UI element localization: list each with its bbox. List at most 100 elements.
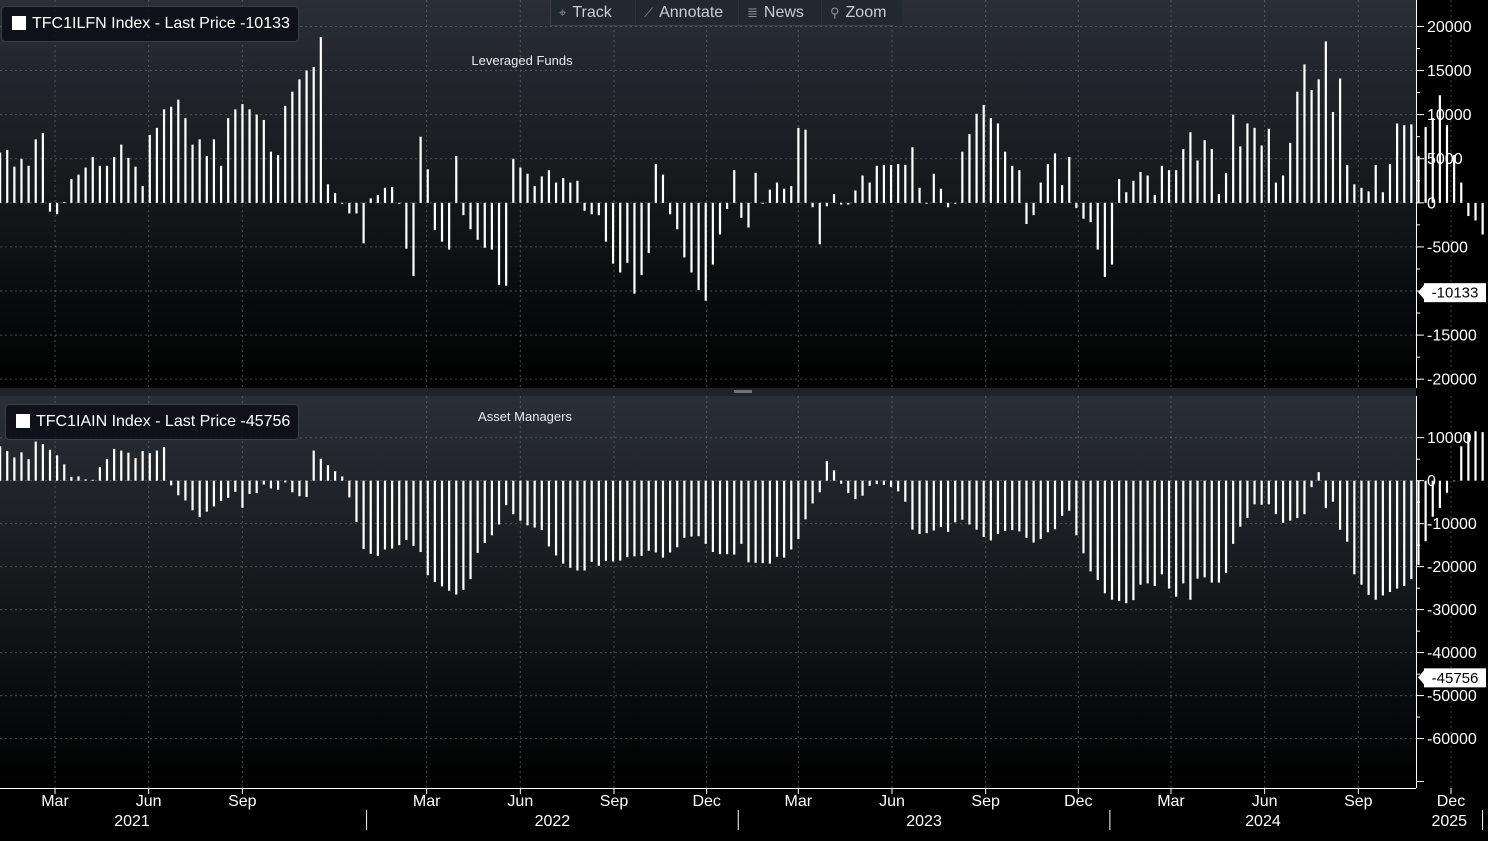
- data-bar: [640, 202, 643, 276]
- data-bar: [234, 480, 237, 492]
- data-bar: [996, 123, 1000, 203]
- data-bar: [84, 479, 87, 481]
- y-tick-label: -30000: [1427, 602, 1477, 619]
- data-bar: [554, 480, 558, 556]
- data-bar: [825, 460, 828, 481]
- data-bar: [540, 176, 543, 203]
- annotate-button[interactable]: ⟋ Annotate: [636, 0, 739, 25]
- zoom-button[interactable]: ⚲ Zoom: [822, 0, 902, 25]
- data-bar: [127, 157, 130, 203]
- data-bar: [733, 170, 736, 203]
- data-bar: [1025, 202, 1028, 224]
- data-bar: [1346, 480, 1349, 542]
- data-bar: [854, 480, 857, 500]
- data-bar: [611, 480, 615, 562]
- data-bar: [840, 202, 843, 205]
- data-bar: [547, 480, 551, 547]
- data-bar: [27, 459, 30, 481]
- legend-swatch-icon: [12, 16, 26, 30]
- data-bar: [1153, 480, 1156, 586]
- data-bar: [768, 189, 771, 203]
- data-bar: [897, 480, 900, 492]
- data-bar: [505, 480, 508, 506]
- data-bar: [1360, 187, 1363, 203]
- data-bar: [41, 444, 44, 481]
- data-bar: [419, 480, 422, 553]
- data-bar: [954, 480, 957, 523]
- data-bar: [191, 480, 194, 511]
- legend-top[interactable]: TFC1ILFN Index - Last Price -10133: [1, 6, 299, 42]
- data-bar: [1210, 149, 1213, 203]
- data-bar: [1160, 165, 1163, 203]
- data-bar: [248, 480, 251, 494]
- data-bar: [1118, 480, 1121, 602]
- data-bar: [1281, 480, 1285, 523]
- data-bar: [1431, 480, 1434, 517]
- data-bar: [205, 156, 208, 203]
- data-bar: [783, 188, 786, 203]
- data-bar: [1310, 480, 1313, 488]
- news-list-icon: ≣: [747, 5, 758, 20]
- data-bar: [1289, 480, 1292, 521]
- data-bar: [654, 480, 657, 553]
- data-bar: [1274, 182, 1278, 203]
- data-bar: [48, 449, 52, 481]
- data-bar: [63, 201, 66, 203]
- data-bar: [775, 480, 779, 557]
- data-bar: [241, 480, 244, 508]
- data-bar: [1438, 95, 1441, 203]
- data-bar: [1082, 202, 1085, 219]
- news-button[interactable]: ≣ News: [739, 0, 822, 25]
- x-year-label: 2022: [535, 813, 571, 830]
- data-bar: [875, 480, 878, 485]
- data-bar: [91, 156, 94, 203]
- data-bar: [1003, 480, 1007, 531]
- data-bar: [904, 164, 907, 203]
- data-bar: [1075, 480, 1078, 536]
- data-bar: [847, 202, 850, 205]
- data-bar: [1075, 202, 1078, 209]
- data-bar: [932, 173, 935, 203]
- data-bar: [996, 480, 1000, 534]
- data-bar: [932, 480, 935, 531]
- data-bar: [1182, 480, 1185, 584]
- data-bar: [162, 447, 166, 481]
- data-bar: [1310, 89, 1313, 203]
- data-bar: [1239, 146, 1242, 203]
- data-bar: [697, 480, 700, 537]
- data-bar: [1467, 432, 1470, 481]
- data-bar: [654, 164, 657, 203]
- data-bar: [619, 202, 622, 273]
- data-bar: [1303, 480, 1306, 515]
- data-bar: [376, 480, 379, 556]
- data-bar: [1089, 202, 1092, 223]
- data-bar: [1125, 192, 1128, 203]
- data-bar: [554, 182, 558, 203]
- data-bar: [1061, 185, 1064, 203]
- last-value-label: -45756: [1432, 670, 1479, 687]
- data-bar: [668, 480, 672, 553]
- data-bar: [861, 480, 864, 496]
- data-bar: [298, 480, 301, 497]
- data-bar: [433, 202, 436, 231]
- data-bar: [113, 448, 116, 481]
- data-bar: [897, 164, 900, 203]
- data-bar: [497, 480, 501, 525]
- data-bar: [13, 457, 16, 481]
- legend-bottom[interactable]: TFC1IAIN Index - Last Price -45756: [5, 404, 300, 440]
- data-bar: [77, 476, 80, 481]
- data-bar: [98, 165, 101, 203]
- data-bar: [668, 202, 672, 215]
- data-bar: [1281, 175, 1285, 203]
- data-bar: [711, 202, 714, 265]
- data-bar: [1167, 170, 1171, 203]
- data-bar: [34, 139, 37, 203]
- last-value-box: [1424, 668, 1486, 688]
- data-bar: [1331, 111, 1335, 203]
- track-button[interactable]: ⌖ Track: [551, 0, 636, 25]
- data-bar: [6, 149, 9, 203]
- data-bar: [355, 202, 358, 214]
- data-bar: [1246, 123, 1249, 203]
- data-bar: [968, 134, 971, 203]
- data-bar: [1125, 480, 1128, 604]
